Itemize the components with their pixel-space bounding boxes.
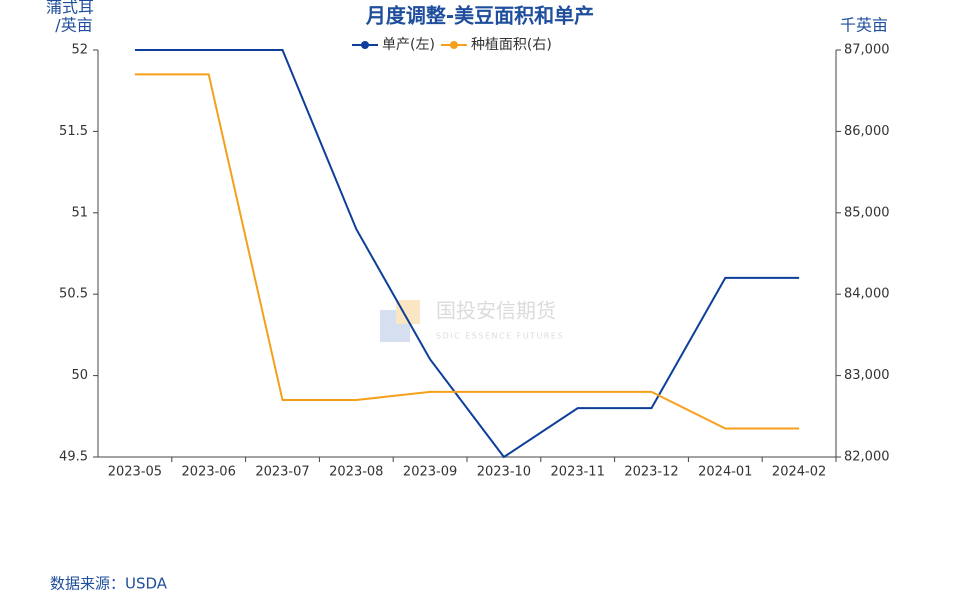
- y-tick-label: 49.5: [59, 450, 88, 465]
- x-tick-label: 2023-08: [329, 465, 383, 480]
- x-tick-label: 2023-06: [182, 465, 236, 480]
- source-note: 数据来源：USDA: [50, 575, 168, 593]
- y-tick-label: 50.5: [59, 287, 88, 302]
- y-tick-label: 51.5: [59, 124, 88, 139]
- x-tick-label: 2024-02: [772, 465, 826, 480]
- watermark-text: SDIC ESSENCE FUTURES: [436, 332, 564, 341]
- series-line: [134, 73, 800, 430]
- y-tick-label: 51: [71, 205, 88, 220]
- legend-label: 单产(左): [382, 37, 435, 53]
- x-tick-label: 2024-01: [698, 465, 752, 480]
- x-tick-label: 2023-07: [255, 465, 309, 480]
- y-tick-label: 50: [71, 368, 88, 383]
- x-tick-label: 2023-09: [403, 465, 457, 480]
- legend-marker: [449, 41, 458, 49]
- y2-tick-label: 84,000: [844, 287, 890, 302]
- x-tick-label: 2023-12: [624, 465, 678, 480]
- x-tick-label: 2023-11: [551, 465, 605, 480]
- y2-tick-label: 85,000: [844, 205, 890, 220]
- legend-label: 种植面积(右): [471, 37, 552, 53]
- x-tick-label: 2023-10: [477, 465, 531, 480]
- watermark-text: 国投安信期货: [436, 299, 556, 323]
- y2-axis-label: 千英亩: [840, 16, 888, 35]
- y2-tick-label: 83,000: [844, 368, 890, 383]
- y-axis-label: /英亩: [55, 16, 92, 35]
- series-line: [134, 49, 800, 459]
- y-axis-label: 蒲式耳: [46, 0, 94, 17]
- x-tick-label: 2023-05: [108, 465, 162, 480]
- chart-title: 月度调整-美豆面积和单产: [365, 4, 594, 28]
- y2-tick-label: 86,000: [844, 124, 890, 139]
- y2-tick-label: 87,000: [844, 43, 890, 58]
- y-tick-label: 52: [71, 43, 88, 58]
- y2-tick-label: 82,000: [844, 450, 890, 465]
- legend-marker: [361, 41, 369, 49]
